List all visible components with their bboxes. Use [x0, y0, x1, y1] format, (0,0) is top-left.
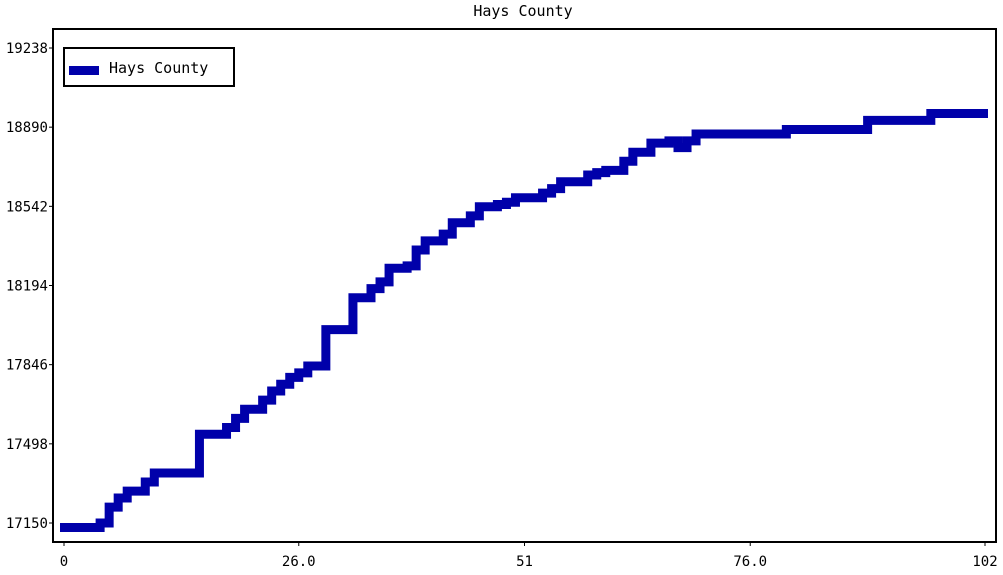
x-axis: 0 26.0 51 76.0 102 — [60, 542, 998, 570]
x-tick-label: 26.0 — [282, 554, 316, 570]
legend-swatch — [69, 66, 99, 75]
y-tick-label: 17846 — [6, 358, 48, 374]
y-tick-label: 18890 — [6, 120, 48, 136]
legend-label: Hays County — [109, 59, 208, 77]
x-tick-label: 51 — [516, 554, 533, 570]
y-tick-label: 17498 — [6, 437, 48, 453]
y-tick-label: 18542 — [6, 199, 48, 215]
y-tick-label: 17150 — [6, 516, 48, 532]
series-layer — [60, 109, 988, 533]
y-tick-label: 19238 — [6, 41, 48, 57]
series-line — [60, 109, 988, 533]
y-axis: 17150 17498 17846 18194 18542 18890 19238 — [6, 41, 53, 532]
y-tick-label: 18194 — [6, 279, 48, 295]
chart-title: Hays County — [473, 2, 572, 20]
legend: Hays County — [63, 47, 235, 87]
x-tick-label: 102 — [972, 554, 997, 570]
x-tick-label: 0 — [60, 554, 68, 570]
x-tick-label: 76.0 — [733, 554, 767, 570]
